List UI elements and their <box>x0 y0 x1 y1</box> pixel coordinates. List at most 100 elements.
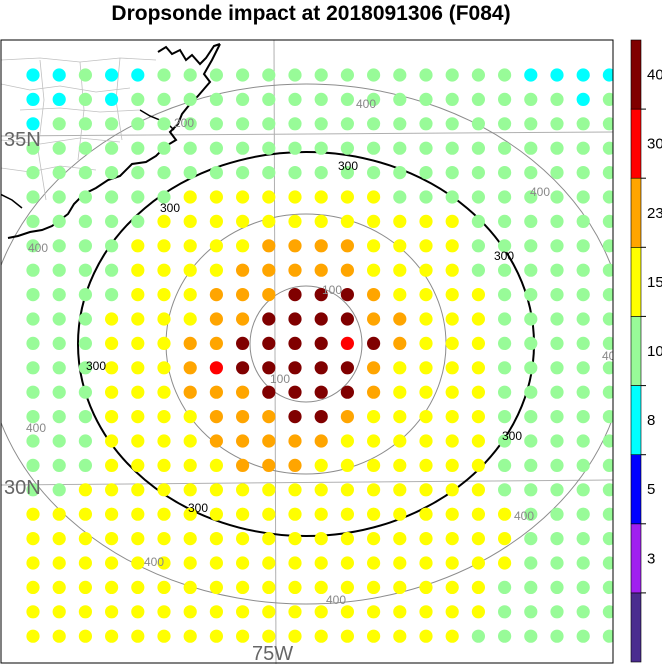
impact-dot <box>550 117 564 131</box>
impact-dot <box>314 117 328 131</box>
impact-dot <box>183 458 197 472</box>
impact-dot <box>393 312 407 326</box>
impact-dot <box>445 410 459 424</box>
impact-dot <box>209 117 223 131</box>
impact-dot <box>576 483 590 497</box>
impact-dot <box>367 361 381 375</box>
impact-dot <box>131 434 145 448</box>
impact-dot <box>105 410 119 424</box>
impact-dot <box>262 483 276 497</box>
impact-dot <box>419 141 433 155</box>
impact-dot <box>288 507 302 521</box>
impact-dot <box>314 214 328 228</box>
impact-dot <box>367 190 381 204</box>
impact-dot <box>131 263 145 277</box>
impact-dot <box>498 117 512 131</box>
label-200: 200 <box>174 116 194 130</box>
impact-dot <box>26 483 40 497</box>
label-300-top: 300 <box>338 159 358 173</box>
impact-dot <box>288 556 302 570</box>
impact-dot <box>157 507 171 521</box>
impact-dot <box>236 288 250 302</box>
impact-dot <box>26 117 40 131</box>
impact-dot <box>524 263 538 277</box>
impact-dot <box>471 141 485 155</box>
impact-dot <box>471 605 485 619</box>
impact-dot <box>236 532 250 546</box>
impact-dot <box>498 483 512 497</box>
impact-dot <box>157 605 171 619</box>
impact-dot <box>236 580 250 595</box>
impact-dot <box>471 483 485 497</box>
impact-dot <box>209 458 223 472</box>
impact-dot <box>524 385 538 399</box>
impact-dot <box>576 312 590 326</box>
impact-dot <box>105 483 119 497</box>
impact-dot <box>288 214 302 228</box>
impact-dot <box>78 483 92 497</box>
impact-dot <box>131 141 145 155</box>
impact-dot <box>576 239 590 253</box>
impact-dot <box>236 434 250 448</box>
impact-dot <box>393 434 407 448</box>
impact-dot <box>209 385 223 399</box>
impact-dot <box>236 263 250 277</box>
impact-dot <box>445 92 459 106</box>
impact-dot <box>157 458 171 472</box>
impact-dot <box>393 605 407 619</box>
impact-dot <box>340 532 354 546</box>
impact-dot <box>209 556 223 570</box>
impact-dot <box>105 507 119 521</box>
impact-dot <box>419 361 433 375</box>
impact-dot <box>52 605 66 619</box>
impact-dot <box>471 288 485 302</box>
impact-dot <box>209 92 223 106</box>
impact-dot <box>314 68 328 82</box>
impact-dot <box>183 385 197 399</box>
contour-labels: 100 100 200 400 400 400 400 400 400 400 … <box>26 97 613 607</box>
impact-dot <box>602 458 613 472</box>
impact-dot <box>498 92 512 106</box>
label-300-right: 300 <box>494 249 514 263</box>
impact-dot <box>78 141 92 155</box>
impact-dot <box>183 263 197 277</box>
impact-dot <box>262 214 276 228</box>
impact-dot <box>288 68 302 82</box>
impact-dot <box>157 239 171 253</box>
lat-label-35n: 35N <box>4 129 41 151</box>
impact-dot <box>602 556 613 570</box>
impact-dot <box>288 190 302 204</box>
label-300-bottom: 300 <box>188 501 208 515</box>
impact-dot <box>471 629 485 643</box>
impact-dot <box>105 605 119 619</box>
impact-dot <box>78 312 92 326</box>
impact-dot <box>131 410 145 424</box>
impact-dot <box>471 336 485 350</box>
impact-dot <box>498 629 512 643</box>
impact-dot <box>105 92 119 106</box>
impact-dot <box>471 190 485 204</box>
impact-dot <box>183 190 197 204</box>
impact-dot <box>393 458 407 472</box>
impact-dot <box>236 385 250 399</box>
impact-dot <box>314 580 328 595</box>
impact-dot <box>602 312 613 326</box>
impact-dot <box>445 556 459 570</box>
impact-dot <box>419 92 433 106</box>
impact-dot <box>419 434 433 448</box>
impact-dot <box>602 361 613 375</box>
impact-dot <box>550 166 564 180</box>
impact-dot <box>236 239 250 253</box>
impact-dot <box>445 312 459 326</box>
impact-dot <box>314 190 328 204</box>
impact-dot <box>288 483 302 497</box>
impact-dot <box>183 605 197 619</box>
impact-dot <box>393 361 407 375</box>
impact-dot <box>471 117 485 131</box>
impact-dot <box>445 580 459 595</box>
impact-dot <box>602 507 613 521</box>
impact-dot <box>314 312 328 326</box>
impact-dot <box>367 214 381 228</box>
impact-dot <box>78 166 92 180</box>
